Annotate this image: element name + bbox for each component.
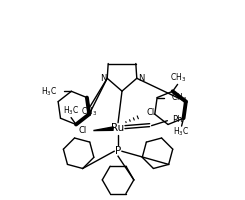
Text: H$_3$C: H$_3$C: [63, 104, 79, 117]
Text: H$_3$C: H$_3$C: [41, 85, 58, 98]
Polygon shape: [93, 127, 113, 131]
Text: CH$_3$: CH$_3$: [81, 105, 97, 118]
Text: N: N: [100, 74, 106, 83]
Text: Cl: Cl: [147, 108, 155, 117]
Text: CH$_3$: CH$_3$: [170, 71, 186, 84]
Text: N: N: [138, 74, 144, 83]
Text: Cl: Cl: [78, 126, 86, 135]
Text: H$_3$C: H$_3$C: [173, 126, 190, 138]
Polygon shape: [155, 91, 186, 124]
Text: Ph: Ph: [172, 115, 183, 124]
Text: P: P: [115, 146, 121, 156]
Text: CH$_3$: CH$_3$: [171, 91, 187, 104]
Text: Ru: Ru: [111, 123, 125, 133]
Polygon shape: [58, 91, 89, 124]
